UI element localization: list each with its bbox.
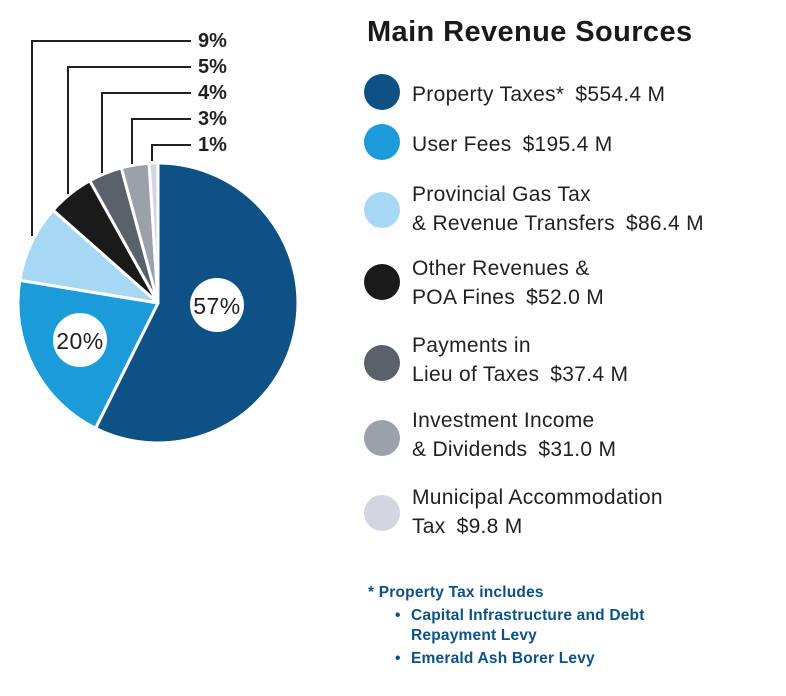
pie-label-bubble-property-taxes: [190, 278, 244, 332]
callout-percent-label-municipal-accommodation-tax: 1%: [198, 134, 227, 156]
footnote-bullet-emerald-ash-borer-levy: • Emerald Ash Borer Levy: [395, 649, 645, 669]
bullet-icon: •: [395, 607, 401, 624]
legend-item-value: $195.4 M: [522, 133, 613, 156]
callout-line-payments-in-lieu-of-taxes: [101, 92, 191, 173]
legend-item-label-line: & Dividends $31.0 M: [412, 438, 617, 461]
legend-item-value: $9.8 M: [456, 515, 523, 538]
pie-label-bubble-user-fees: [53, 313, 107, 367]
callout-line-investment-income-dividends: [131, 118, 191, 164]
bullet-icon: •: [395, 650, 401, 667]
legend-item-value: $554.4 M: [575, 83, 666, 106]
callout-percent-label-investment-income-dividends: 3%: [198, 108, 227, 130]
legend-item-label-line: User Fees $195.4 M: [412, 133, 613, 156]
callout-line-municipal-accommodation-tax: [151, 144, 191, 161]
legend-color-dot: [364, 74, 400, 110]
legend-item-text: Other Revenues & POA Fines $52.0 M: [412, 254, 604, 312]
legend-item-value: $86.4 M: [625, 212, 704, 235]
legend-item-text: Provincial Gas Tax & Revenue Transfers $86…: [412, 180, 704, 238]
footnote-heading: * Property Tax includes: [368, 584, 544, 601]
footnote-bullet-capital-infrastructure-and-debt-repayment-levy: • Capital Infrastructure and Debt Repaymen…: [395, 606, 645, 646]
legend-item-value: $52.0 M: [526, 286, 605, 309]
legend-item-text: Payments in Lieu of Taxes $37.4 M: [412, 331, 628, 389]
legend-item-label-line: POA Fines $52.0 M: [412, 286, 605, 309]
pie-percent-label-user-fees: 20%: [56, 328, 104, 354]
pie-chart: 57% 20% 9% 5% 4% 3% 1%: [16, 30, 300, 445]
callout-percent-label-other-revenues-poa-fines: 5%: [198, 56, 227, 78]
footnote-bullet-text: Capital Infrastructure and Debt Repayment…: [411, 607, 645, 644]
callout-line-other-revenues-poa-fines: [67, 66, 191, 194]
legend-item-label-line: Lieu of Taxes $37.4 M: [412, 363, 629, 386]
legend-item-label-line: Investment Income: [412, 409, 595, 432]
legend-color-dot: [364, 124, 400, 160]
legend-item-text: Municipal Accommodation Tax $9.8 M: [412, 483, 663, 541]
callout-line-provincial-gas-tax-revenue-transfers: [31, 40, 191, 236]
legend-color-dot: [364, 192, 400, 228]
legend-item-label-line: Other Revenues &: [412, 257, 590, 280]
callout-percent-label-provincial-gas-tax-revenue-transfers: 9%: [198, 30, 227, 52]
legend-item-value: $37.4 M: [550, 363, 629, 386]
legend-item-label-line: Provincial Gas Tax: [412, 183, 591, 206]
legend-item-text: Investment Income & Dividends $31.0 M: [412, 406, 616, 464]
legend-color-dot: [364, 345, 400, 381]
pie-slice-municipal-accommodation-tax: [147, 161, 160, 305]
legend-item-text: Property Taxes* $554.4 M: [412, 80, 665, 109]
legend-item-label-line: Payments in: [412, 334, 531, 357]
footnote: * Property Tax includes • Capital Infrast…: [368, 583, 645, 669]
legend-color-dot: [364, 264, 400, 300]
legend-color-dot: [364, 495, 400, 531]
footnote-bullet-list: • Capital Infrastructure and Debt Repaymen…: [368, 606, 645, 669]
chart-title: Main Revenue Sources: [367, 16, 693, 48]
legend-item-label-line: Property Taxes* $554.4 M: [412, 83, 666, 106]
callout-percent-label-payments-in-lieu-of-taxes: 4%: [198, 82, 227, 104]
legend-item-label-line: & Revenue Transfers $86.4 M: [412, 212, 704, 235]
legend-item-label-line: Tax $9.8 M: [412, 515, 523, 538]
footnote-bullet-text: Emerald Ash Borer Levy: [411, 650, 595, 667]
legend-item-text: User Fees $195.4 M: [412, 130, 613, 159]
legend-item-value: $31.0 M: [538, 438, 617, 461]
pie-percent-label-property-taxes: 57%: [193, 293, 241, 319]
legend-color-dot: [364, 420, 400, 456]
legend-item-label-line: Municipal Accommodation: [412, 486, 663, 509]
